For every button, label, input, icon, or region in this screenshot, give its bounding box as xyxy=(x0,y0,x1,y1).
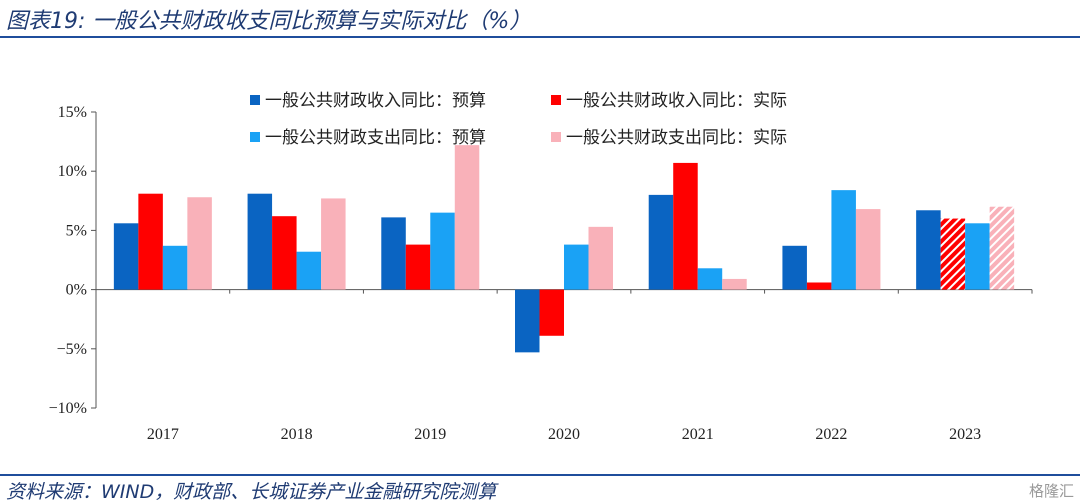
x-tick-label: 2020 xyxy=(548,426,580,443)
source-divider xyxy=(0,474,1080,476)
x-tick-label: 2017 xyxy=(147,426,179,443)
legend-swatch-4 xyxy=(551,132,561,142)
y-tick-label: 5% xyxy=(66,222,87,239)
bars xyxy=(113,145,1015,353)
title-divider xyxy=(0,36,1080,38)
bar-2017-series-1 xyxy=(113,223,139,290)
bar-2023-series-4 xyxy=(989,206,1015,290)
bar-2020-series-4 xyxy=(588,226,613,290)
legend-label-2: 一般公共财政收入同比：实际 xyxy=(566,91,787,111)
bar-2017-series-3 xyxy=(162,245,188,290)
bar-2021-series-1 xyxy=(648,194,674,290)
y-tick-label: 10% xyxy=(58,163,87,180)
tick-labels: 15% 10% 5% 0% −5% −10% 2017 2018 2019 2020 2021 202… xyxy=(49,104,982,443)
legend-label-3: 一般公共财政支出同比：预算 xyxy=(265,128,486,148)
y-tick-label: 15% xyxy=(58,104,87,121)
bar-2020-series-2 xyxy=(539,289,564,336)
legend-label-1: 一般公共财政收入同比：预算 xyxy=(265,91,486,111)
bar-2019-series-3 xyxy=(430,212,455,290)
bar-2021-series-4 xyxy=(722,278,747,290)
x-tick-label: 2018 xyxy=(281,426,313,443)
bar-2023-series-1 xyxy=(916,210,941,290)
legend-swatch-1 xyxy=(250,95,260,105)
bar-2022-series-4 xyxy=(855,209,881,290)
bar-2021-series-3 xyxy=(697,268,723,290)
bar-2017-series-2 xyxy=(138,193,163,290)
x-tick-label: 2023 xyxy=(949,426,981,443)
x-tick-label: 2021 xyxy=(682,426,714,443)
y-tick-label: −10% xyxy=(49,400,87,417)
bar-2018-series-4 xyxy=(321,198,346,290)
bar-2023-series-3 xyxy=(965,223,990,290)
source-note: 资料来源：WIND，财政部、长城证券产业金融研究院测算 xyxy=(6,481,497,503)
bar-2022-series-1 xyxy=(782,245,807,290)
bar-2021-series-2 xyxy=(673,162,698,290)
y-tick-label: 0% xyxy=(66,282,87,299)
legend-label-4: 一般公共财政支出同比：实际 xyxy=(566,128,787,148)
figure-title: 图表19: 一般公共财政收支同比预算与实际对比（%） xyxy=(6,9,532,34)
bar-2023-series-2 xyxy=(940,218,966,290)
bar-2018-series-2 xyxy=(272,216,297,290)
bar-2018-series-1 xyxy=(247,193,273,290)
bar-chart: 15% 10% 5% 0% −5% −10% 2017 2018 2019 2020 2021 202… xyxy=(49,91,1033,443)
axes xyxy=(91,111,1033,409)
bar-2019-series-1 xyxy=(381,217,406,290)
y-tick-label: −5% xyxy=(57,341,87,358)
bar-2022-series-2 xyxy=(806,282,832,290)
bar-2018-series-3 xyxy=(296,251,322,290)
x-tick-label: 2019 xyxy=(414,426,446,443)
legend-swatch-2 xyxy=(551,95,561,105)
bar-2019-series-4 xyxy=(454,145,480,290)
x-tick-label: 2022 xyxy=(815,426,847,443)
legend-swatch-3 xyxy=(250,132,260,142)
bar-2022-series-3 xyxy=(831,190,856,290)
watermark-logo: 格隆汇 xyxy=(1028,482,1074,500)
bar-2020-series-1 xyxy=(515,289,540,353)
bar-2020-series-3 xyxy=(564,244,589,290)
bar-2019-series-2 xyxy=(405,244,431,290)
bar-2017-series-4 xyxy=(187,197,212,290)
